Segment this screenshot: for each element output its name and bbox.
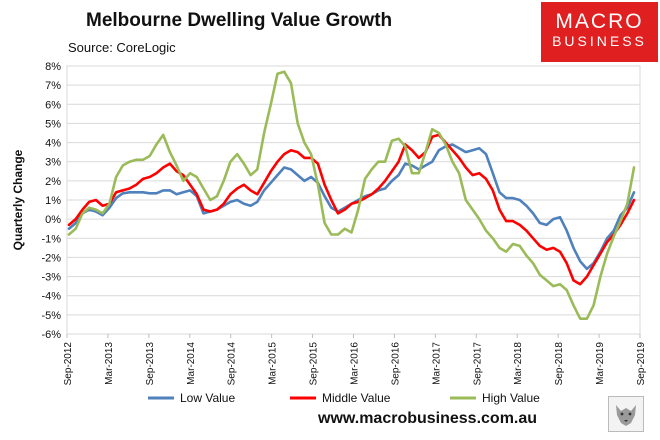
logo-text-business: BUSINESS: [552, 33, 647, 49]
x-tick-label: Sep-2017: [472, 342, 483, 386]
footer-url: www.macrobusiness.com.au: [318, 410, 538, 427]
y-tick-label: 7%: [45, 80, 61, 92]
y-tick-label: 3%: [45, 157, 61, 169]
x-tick-label: Mar-2013: [104, 342, 115, 385]
logo-text-macro: MACRO: [555, 10, 644, 33]
series-line-high-value: [67, 70, 636, 321]
y-axis-label: Quarterly Change: [11, 149, 25, 250]
y-tick-label: -4%: [41, 291, 61, 303]
y-tick-label: 5%: [45, 118, 61, 130]
x-tick-label: Mar-2019: [595, 342, 606, 385]
x-tick-label: Sep-2014: [227, 342, 238, 386]
legend-label: Low Value: [180, 391, 235, 405]
x-tick-label: Mar-2014: [186, 342, 197, 385]
x-tick-label: Mar-2017: [431, 342, 442, 385]
x-tick-label: Sep-2013: [145, 342, 156, 386]
y-tick-label: 0%: [45, 214, 61, 226]
x-tick-label: Mar-2015: [268, 342, 279, 385]
x-tick-label: Mar-2018: [513, 342, 524, 385]
series-line-middle-value: [67, 133, 636, 286]
chart-title: Melbourne Dwelling Value Growth: [86, 10, 393, 31]
x-tick-label: Sep-2016: [390, 342, 401, 386]
x-tick-label: Sep-2019: [636, 342, 647, 386]
y-tick-label: 6%: [45, 99, 61, 111]
x-tick-label: Sep-2018: [554, 342, 565, 386]
y-tick-label: -6%: [41, 329, 61, 341]
legend-label: Middle Value: [322, 391, 391, 405]
y-tick-label: 8%: [45, 61, 61, 73]
y-tick-label: -5%: [41, 310, 61, 322]
x-tick-label: Sep-2012: [63, 342, 74, 386]
y-tick-label: -3%: [41, 272, 61, 284]
wolf-icon: [608, 396, 644, 432]
y-tick-label: 1%: [45, 195, 61, 207]
macrobusiness-logo: MACRO BUSINESS: [541, 2, 658, 62]
x-tick-label: Sep-2015: [309, 342, 320, 386]
chart-source: Source: CoreLogic: [68, 40, 176, 55]
y-tick-label: 4%: [45, 138, 61, 150]
y-tick-label: 2%: [45, 176, 61, 188]
y-tick-label: -1%: [41, 233, 61, 245]
y-tick-label: -2%: [41, 252, 61, 264]
legend-label: High Value: [482, 391, 540, 405]
x-tick-label: Mar-2016: [350, 342, 361, 385]
